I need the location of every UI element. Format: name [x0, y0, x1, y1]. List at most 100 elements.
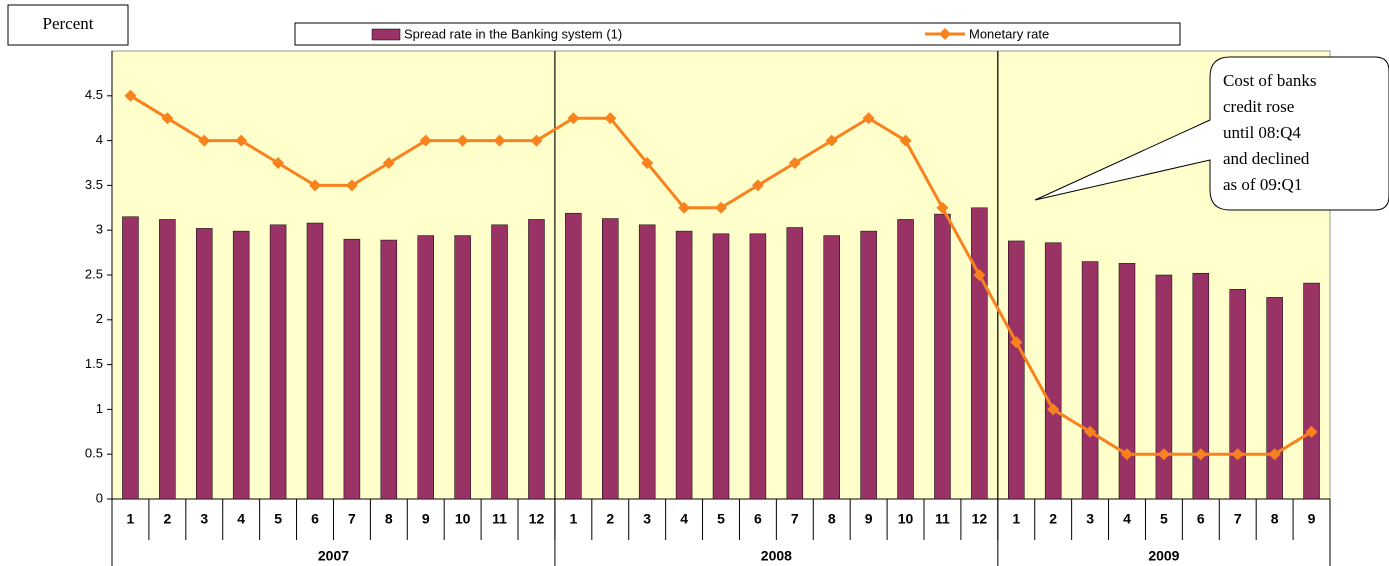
- marker: [751, 179, 764, 192]
- marker: [715, 201, 727, 214]
- x-tick-label: 5: [274, 511, 282, 527]
- x-tick-label: 7: [1234, 511, 1242, 527]
- bar: [1229, 289, 1246, 500]
- x-tick-label: 5: [717, 511, 725, 527]
- bar: [860, 230, 877, 500]
- y-tick-label: 1.5: [85, 356, 103, 371]
- bar: [528, 219, 545, 500]
- x-tick-label: 10: [455, 511, 471, 527]
- callout: [1034, 56, 1389, 211]
- y-tick-label: 4: [96, 132, 103, 147]
- bar: [454, 235, 471, 500]
- x-tick-label: 2: [1049, 511, 1057, 527]
- marker: [382, 157, 395, 169]
- bar: [196, 228, 213, 500]
- marker: [1121, 448, 1133, 461]
- marker: [899, 134, 912, 147]
- bar: [565, 212, 582, 500]
- x-tick-label: 6: [1197, 511, 1205, 527]
- x-tick-label: 3: [1086, 511, 1094, 527]
- legend-swatch: [939, 28, 951, 40]
- marker: [1194, 448, 1207, 461]
- marker: [973, 269, 986, 281]
- x-tick-label: 7: [348, 511, 356, 527]
- marker: [862, 112, 875, 125]
- bar: [1118, 263, 1136, 500]
- x-tick-label: 4: [680, 511, 688, 527]
- bar: [1266, 297, 1283, 500]
- x-tick-label: 5: [1160, 511, 1168, 527]
- bar: [971, 207, 988, 500]
- marker: [1231, 448, 1244, 461]
- y-tick-label: 0.5: [85, 446, 103, 461]
- bar: [1192, 272, 1210, 500]
- x-tick-label: 8: [1271, 511, 1279, 527]
- x-tick-label: 9: [422, 511, 430, 527]
- bar: [602, 218, 619, 500]
- bar: [786, 227, 804, 500]
- bar: [343, 238, 361, 500]
- marker: [235, 134, 248, 147]
- bar: [934, 213, 951, 500]
- marker: [1305, 425, 1318, 438]
- x-tick-label: 2: [163, 511, 171, 527]
- x-tick-label: 1: [1012, 511, 1020, 527]
- x-tick-label: 8: [828, 511, 836, 527]
- marker: [419, 134, 432, 147]
- bar: [1155, 274, 1173, 500]
- marker: [936, 201, 949, 214]
- x-tick-label: 3: [643, 511, 651, 527]
- marker: [825, 134, 838, 147]
- bar: [749, 233, 767, 500]
- bar: [1008, 240, 1025, 500]
- marker: [272, 157, 285, 169]
- bar: [897, 219, 914, 500]
- bar: [269, 224, 287, 500]
- marker: [567, 112, 580, 125]
- marker: [641, 157, 654, 169]
- y-label-box: [7, 4, 129, 46]
- x-tick-label: 4: [237, 511, 245, 527]
- marker: [161, 112, 174, 125]
- y-tick-label: 1: [96, 401, 103, 416]
- bar: [417, 235, 434, 500]
- x-tick-label: 8: [385, 511, 393, 527]
- marker: [198, 134, 211, 147]
- marker: [309, 179, 321, 192]
- legend-label: Monetary rate: [969, 26, 1049, 41]
- annotation-line: as of 09:Q1: [1223, 175, 1302, 194]
- x-tick-label: 4: [1123, 511, 1131, 527]
- x-tick-label: 11: [935, 511, 950, 527]
- bar: [491, 224, 508, 500]
- group-label: 2007: [318, 548, 349, 564]
- bar: [306, 222, 324, 500]
- bar: [1303, 282, 1320, 500]
- bar: [675, 230, 693, 500]
- marker: [345, 179, 358, 192]
- y-tick-label: 4.5: [85, 87, 103, 102]
- x-tick-label: 12: [972, 511, 988, 527]
- x-tick-label: 1: [569, 511, 577, 527]
- bar: [638, 224, 656, 500]
- x-tick-label: 3: [200, 511, 208, 527]
- marker: [678, 201, 691, 214]
- marker: [530, 134, 543, 147]
- annotation-line: until 08:Q4: [1223, 123, 1301, 142]
- x-tick-label: 6: [754, 511, 762, 527]
- marker: [1084, 425, 1097, 438]
- group-label: 2008: [761, 548, 792, 564]
- x-tick-label: 11: [492, 511, 507, 527]
- x-tick-label: 9: [865, 511, 873, 527]
- marker: [1047, 403, 1060, 416]
- bar: [380, 239, 398, 500]
- marker: [604, 112, 617, 125]
- legend-box: [294, 22, 1181, 46]
- marker: [456, 134, 469, 147]
- marker: [1010, 336, 1023, 349]
- bar: [712, 233, 730, 500]
- x-tick-label: 12: [529, 511, 545, 527]
- bar: [1044, 242, 1062, 500]
- x-tick-label: 1: [127, 511, 135, 527]
- x-tick-label: 10: [898, 511, 914, 527]
